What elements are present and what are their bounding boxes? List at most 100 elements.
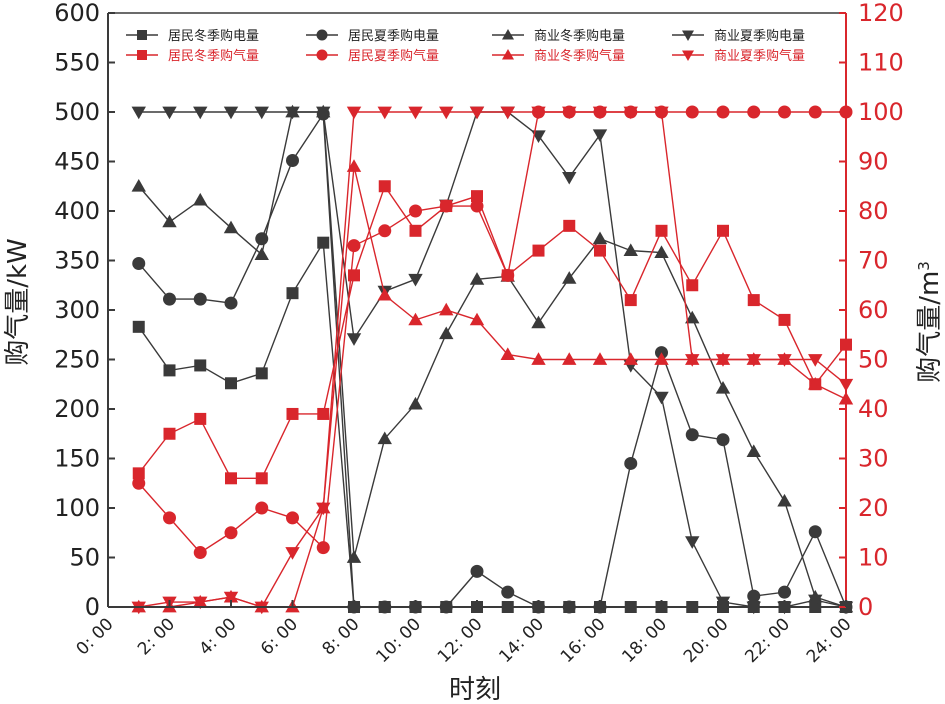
- data-point: [223, 106, 239, 120]
- x-tick-label: 0: 00: [73, 614, 118, 659]
- y-left-tick-label: 150: [54, 445, 100, 473]
- legend-label: 商业冬季购电量: [534, 28, 625, 44]
- data-point: [254, 106, 269, 120]
- data-point: [132, 467, 145, 480]
- data-point: [378, 224, 392, 238]
- data-point: [808, 525, 822, 539]
- data-point: [163, 292, 176, 306]
- y-axis-right-title: 购气量/m3: [915, 261, 945, 383]
- series-7: [131, 159, 854, 613]
- data-point: [131, 106, 146, 120]
- data-point: [286, 287, 299, 300]
- data-point: [592, 106, 608, 120]
- x-tick-label: 4: 00: [196, 614, 241, 659]
- data-point: [592, 352, 608, 365]
- data-point: [348, 269, 360, 282]
- data-point: [193, 106, 208, 120]
- y-left-tick-label: 600: [54, 0, 100, 27]
- data-point: [377, 287, 392, 301]
- data-point: [624, 294, 637, 307]
- data-point: [408, 106, 423, 120]
- y-right-tick-label: 10: [858, 544, 889, 572]
- data-point: [254, 247, 269, 260]
- data-point: [286, 511, 299, 525]
- data-point: [778, 585, 791, 599]
- x-tick-label: 12: 00: [434, 614, 487, 667]
- legend-item-2: 居民夏季购电量: [306, 28, 439, 44]
- series-4: [131, 106, 854, 615]
- y-right-tick-label: 60: [858, 296, 889, 324]
- x-tick-label: 2: 00: [134, 614, 179, 659]
- data-point: [439, 302, 454, 316]
- data-point: [377, 431, 392, 445]
- legend-item-4: 商业夏季购电量: [672, 28, 805, 44]
- data-point: [685, 428, 699, 442]
- data-point: [225, 472, 237, 485]
- data-point: [686, 279, 699, 292]
- y-right-tick-label: 50: [858, 346, 889, 374]
- data-point: [654, 352, 669, 365]
- x-tick-label: 8: 00: [319, 614, 364, 659]
- data-point: [562, 106, 577, 120]
- y-left-tick-label: 100: [54, 494, 100, 522]
- y-right-tick-label: 30: [858, 445, 889, 473]
- legend-item-8: 商业夏季购气量: [672, 48, 805, 64]
- data-point: [163, 511, 176, 525]
- legend-marker: [502, 49, 514, 60]
- data-point: [470, 564, 484, 578]
- legend-label: 居民冬季购气量: [168, 48, 259, 64]
- data-point: [162, 214, 177, 228]
- legend-item-3: 商业冬季购电量: [492, 28, 625, 44]
- data-point: [592, 231, 608, 245]
- data-point: [378, 180, 391, 193]
- data-point: [346, 159, 362, 172]
- data-point: [163, 364, 176, 377]
- data-point: [685, 310, 700, 324]
- data-point: [193, 546, 207, 560]
- x-tick-label: 22: 00: [741, 614, 794, 667]
- data-point: [747, 105, 761, 119]
- data-point: [562, 271, 577, 284]
- series-8: [131, 106, 854, 615]
- series-line: [138, 240, 846, 608]
- data-point: [746, 354, 761, 367]
- data-point: [162, 106, 177, 120]
- legend-marker: [682, 50, 694, 61]
- x-tick-label: 6: 00: [257, 614, 302, 659]
- data-point: [285, 547, 300, 560]
- data-point: [439, 199, 453, 213]
- data-point: [409, 204, 422, 218]
- x-tick-label: 14: 00: [495, 614, 548, 667]
- data-point: [594, 244, 606, 257]
- data-point: [193, 596, 208, 610]
- data-point: [469, 106, 485, 120]
- x-tick-label: 10: 00: [372, 614, 425, 667]
- y-left-tick-label: 300: [54, 296, 100, 324]
- data-point: [163, 427, 176, 440]
- y-axis-right-title-main: 购气量/m: [915, 271, 945, 383]
- data-point: [286, 154, 299, 168]
- legend-marker: [682, 30, 694, 41]
- data-point: [592, 129, 608, 142]
- y-axis-right-title-sup: 3: [915, 261, 933, 271]
- y-right-tick-label: 100: [858, 98, 904, 126]
- data-point: [808, 354, 823, 367]
- y-left-tick-label: 250: [54, 346, 100, 374]
- data-point: [132, 320, 145, 333]
- data-point: [531, 315, 546, 329]
- legend-label: 居民夏季购气量: [348, 48, 439, 64]
- data-point: [131, 179, 146, 192]
- series-6: [132, 105, 853, 560]
- data-point: [471, 190, 483, 203]
- data-point: [562, 352, 577, 365]
- data-point: [531, 106, 546, 120]
- legend-item-6: 居民夏季购气量: [306, 48, 439, 64]
- data-point: [654, 391, 669, 405]
- data-point: [808, 377, 823, 390]
- y-right-tick-label: 110: [858, 49, 904, 77]
- legend-item-7: 商业冬季购气量: [492, 48, 625, 64]
- legend-marker: [502, 29, 514, 40]
- data-point: [808, 594, 823, 608]
- series-line: [138, 111, 847, 608]
- x-tick-label: 24: 00: [803, 614, 856, 667]
